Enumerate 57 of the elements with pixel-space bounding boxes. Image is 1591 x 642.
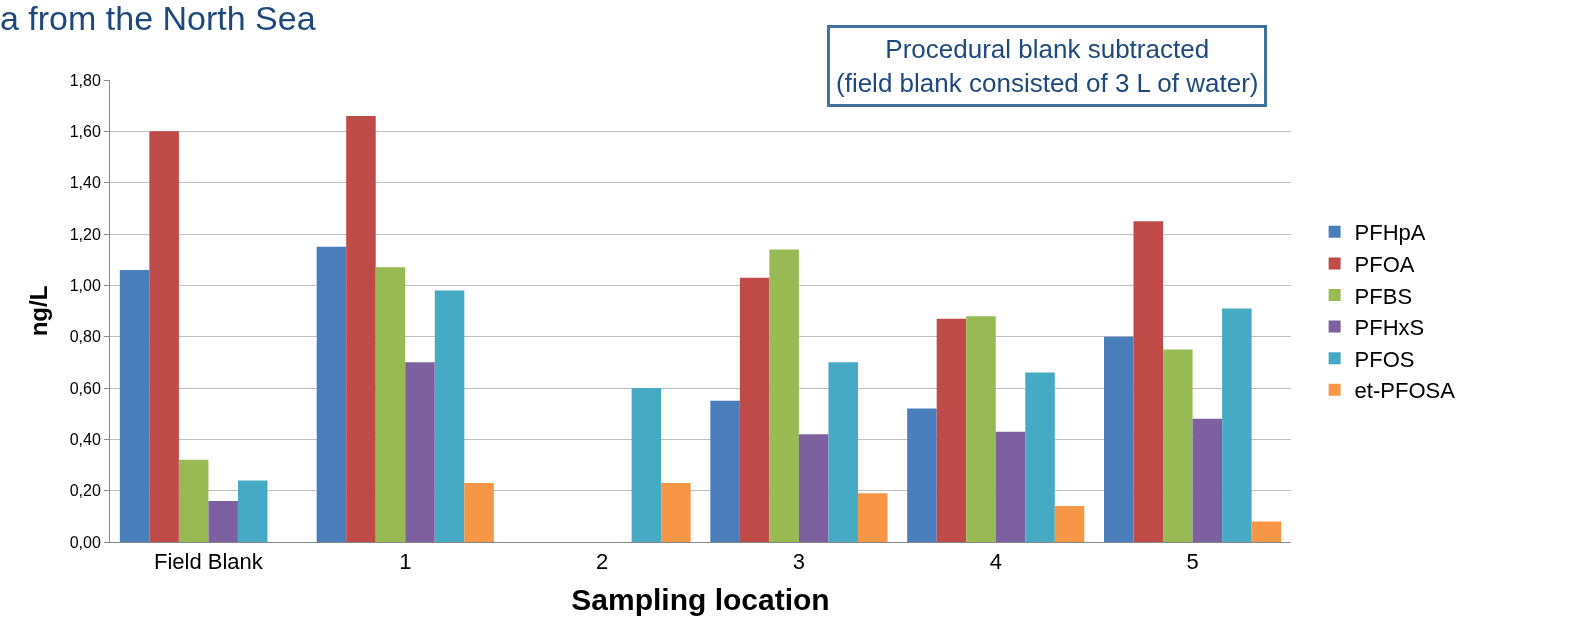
- x-tick-label: Field Blank: [154, 549, 264, 575]
- y-tick-label: 0,20: [69, 482, 101, 500]
- bar: [316, 246, 347, 542]
- bar: [149, 131, 179, 542]
- bar: [405, 362, 435, 542]
- bar: [434, 290, 465, 542]
- bar: [178, 459, 209, 542]
- bar: [346, 115, 376, 542]
- y-tick-label: 0,40: [69, 430, 101, 448]
- legend-label: PFHxS: [1354, 315, 1425, 341]
- bar: [237, 480, 268, 542]
- bar: [631, 388, 662, 542]
- bar: [1192, 418, 1223, 542]
- bar: [1025, 372, 1055, 542]
- legend-label: PFBS: [1354, 283, 1413, 309]
- y-tick-label: 1,40: [69, 174, 101, 192]
- bar: [828, 362, 858, 542]
- bar: [1104, 336, 1134, 542]
- x-tick-label: 3: [792, 549, 806, 575]
- bar: [1054, 506, 1085, 542]
- legend-label: PFOS: [1354, 346, 1415, 372]
- bar: [798, 434, 829, 542]
- x-axis-title: Sampling location: [571, 582, 830, 616]
- bar: [1251, 521, 1282, 542]
- y-tick-label: 1,80: [69, 71, 101, 89]
- bar: [1222, 308, 1252, 542]
- legend-label: PFOA: [1354, 251, 1415, 277]
- x-tick-label: 4: [989, 549, 1002, 575]
- bar: [1163, 349, 1193, 542]
- bar: [739, 277, 770, 542]
- y-tick-label: 1,00: [69, 276, 101, 294]
- bar: [1133, 221, 1164, 542]
- x-tick-label: 5: [1186, 549, 1199, 575]
- y-tick-label: 0,80: [69, 328, 101, 346]
- bar: [208, 500, 238, 542]
- bar: [769, 249, 799, 542]
- bar: [710, 400, 740, 542]
- bar: [375, 267, 406, 542]
- bar: [661, 482, 691, 542]
- x-tick-label: 2: [595, 549, 609, 575]
- bar: [936, 318, 967, 542]
- bar: [119, 269, 150, 542]
- bar: [907, 408, 937, 542]
- y-axis-title: ng/L: [24, 285, 52, 337]
- x-tick-label: 1: [399, 549, 412, 575]
- chart-title: a from the North Sea: [0, 0, 316, 38]
- y-tick-label: 0,60: [69, 379, 101, 397]
- bar: [857, 493, 888, 542]
- y-tick-label: 1,60: [69, 122, 101, 140]
- y-tick-label: 1,20: [69, 225, 101, 243]
- bar: [464, 482, 494, 542]
- bar: [995, 431, 1026, 542]
- bar: [966, 316, 996, 542]
- annotation: Procedural blank subtracted (field blank consisted of 3 L of water): [836, 34, 1259, 98]
- legend-label: PFHpA: [1354, 220, 1426, 246]
- y-tick-label: 0,00: [69, 533, 101, 551]
- legend-label: et-PFOSA: [1354, 378, 1456, 404]
